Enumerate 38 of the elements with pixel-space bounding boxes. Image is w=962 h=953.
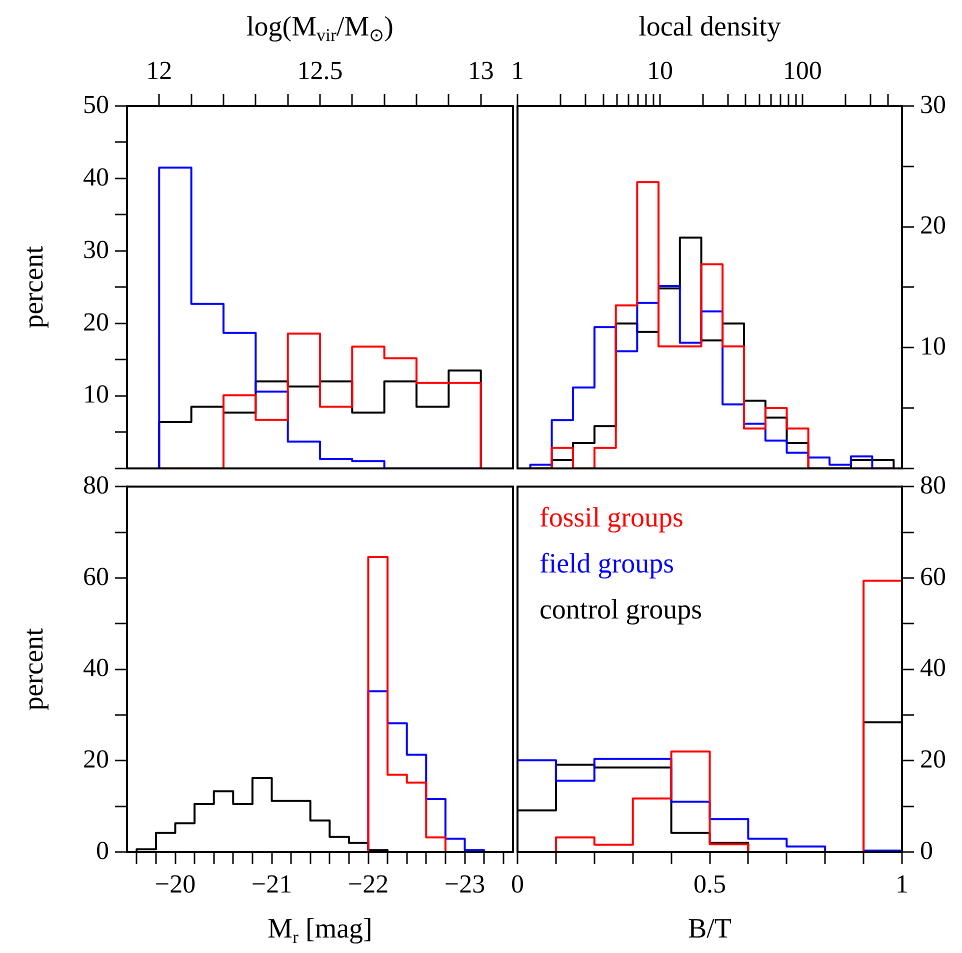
y2-tick-label: 10 [920,331,946,360]
text: fossil groups [540,502,684,534]
x-tick-label: 13 [468,56,494,86]
x-tick-label: 1 [511,56,524,86]
y-tick-label: 20 [83,307,109,336]
y-axis-title: percent [18,628,50,710]
y-tick-label: 80 [83,470,109,500]
y-tick-label: 30 [83,234,109,264]
x-tick-label: 0.5 [694,869,726,898]
x-tick-label: 100 [782,56,822,86]
x-axis-title: B/T [688,913,732,944]
text: control groups [540,594,702,626]
x-tick-label: 12.5 [297,56,343,86]
y2-tick-label: 20 [920,744,946,774]
x-tick-label: 0 [511,869,524,898]
y2-tick-label: 80 [920,470,946,500]
y2-tick-label: 40 [920,653,946,682]
y-tick-label: 0 [96,836,109,865]
x-tick-label: −23 [444,869,486,898]
y2-tick-label: 20 [920,210,946,240]
y-axis-title: percent [18,246,50,328]
text: field groups [540,548,674,580]
x-tick-label: −21 [251,869,292,898]
x-tick-label: 10 [646,56,673,86]
y2-tick-label: 60 [920,562,946,591]
y-tick-label: 40 [83,162,109,192]
y2-tick-label: 30 [920,90,946,119]
y-tick-label: 20 [83,744,109,774]
x-axis-title: local density [638,11,781,42]
x-tick-label: −20 [154,869,196,898]
y-tick-label: 60 [83,562,109,591]
y-tick-label: 10 [83,380,109,409]
x-tick-label: 1 [896,869,908,898]
x-tick-label: 12 [146,56,172,86]
y-tick-label: 40 [83,653,109,682]
y-tick-label: 50 [83,90,109,119]
x-tick-label: −22 [348,869,389,898]
y2-tick-label: 0 [920,836,933,865]
